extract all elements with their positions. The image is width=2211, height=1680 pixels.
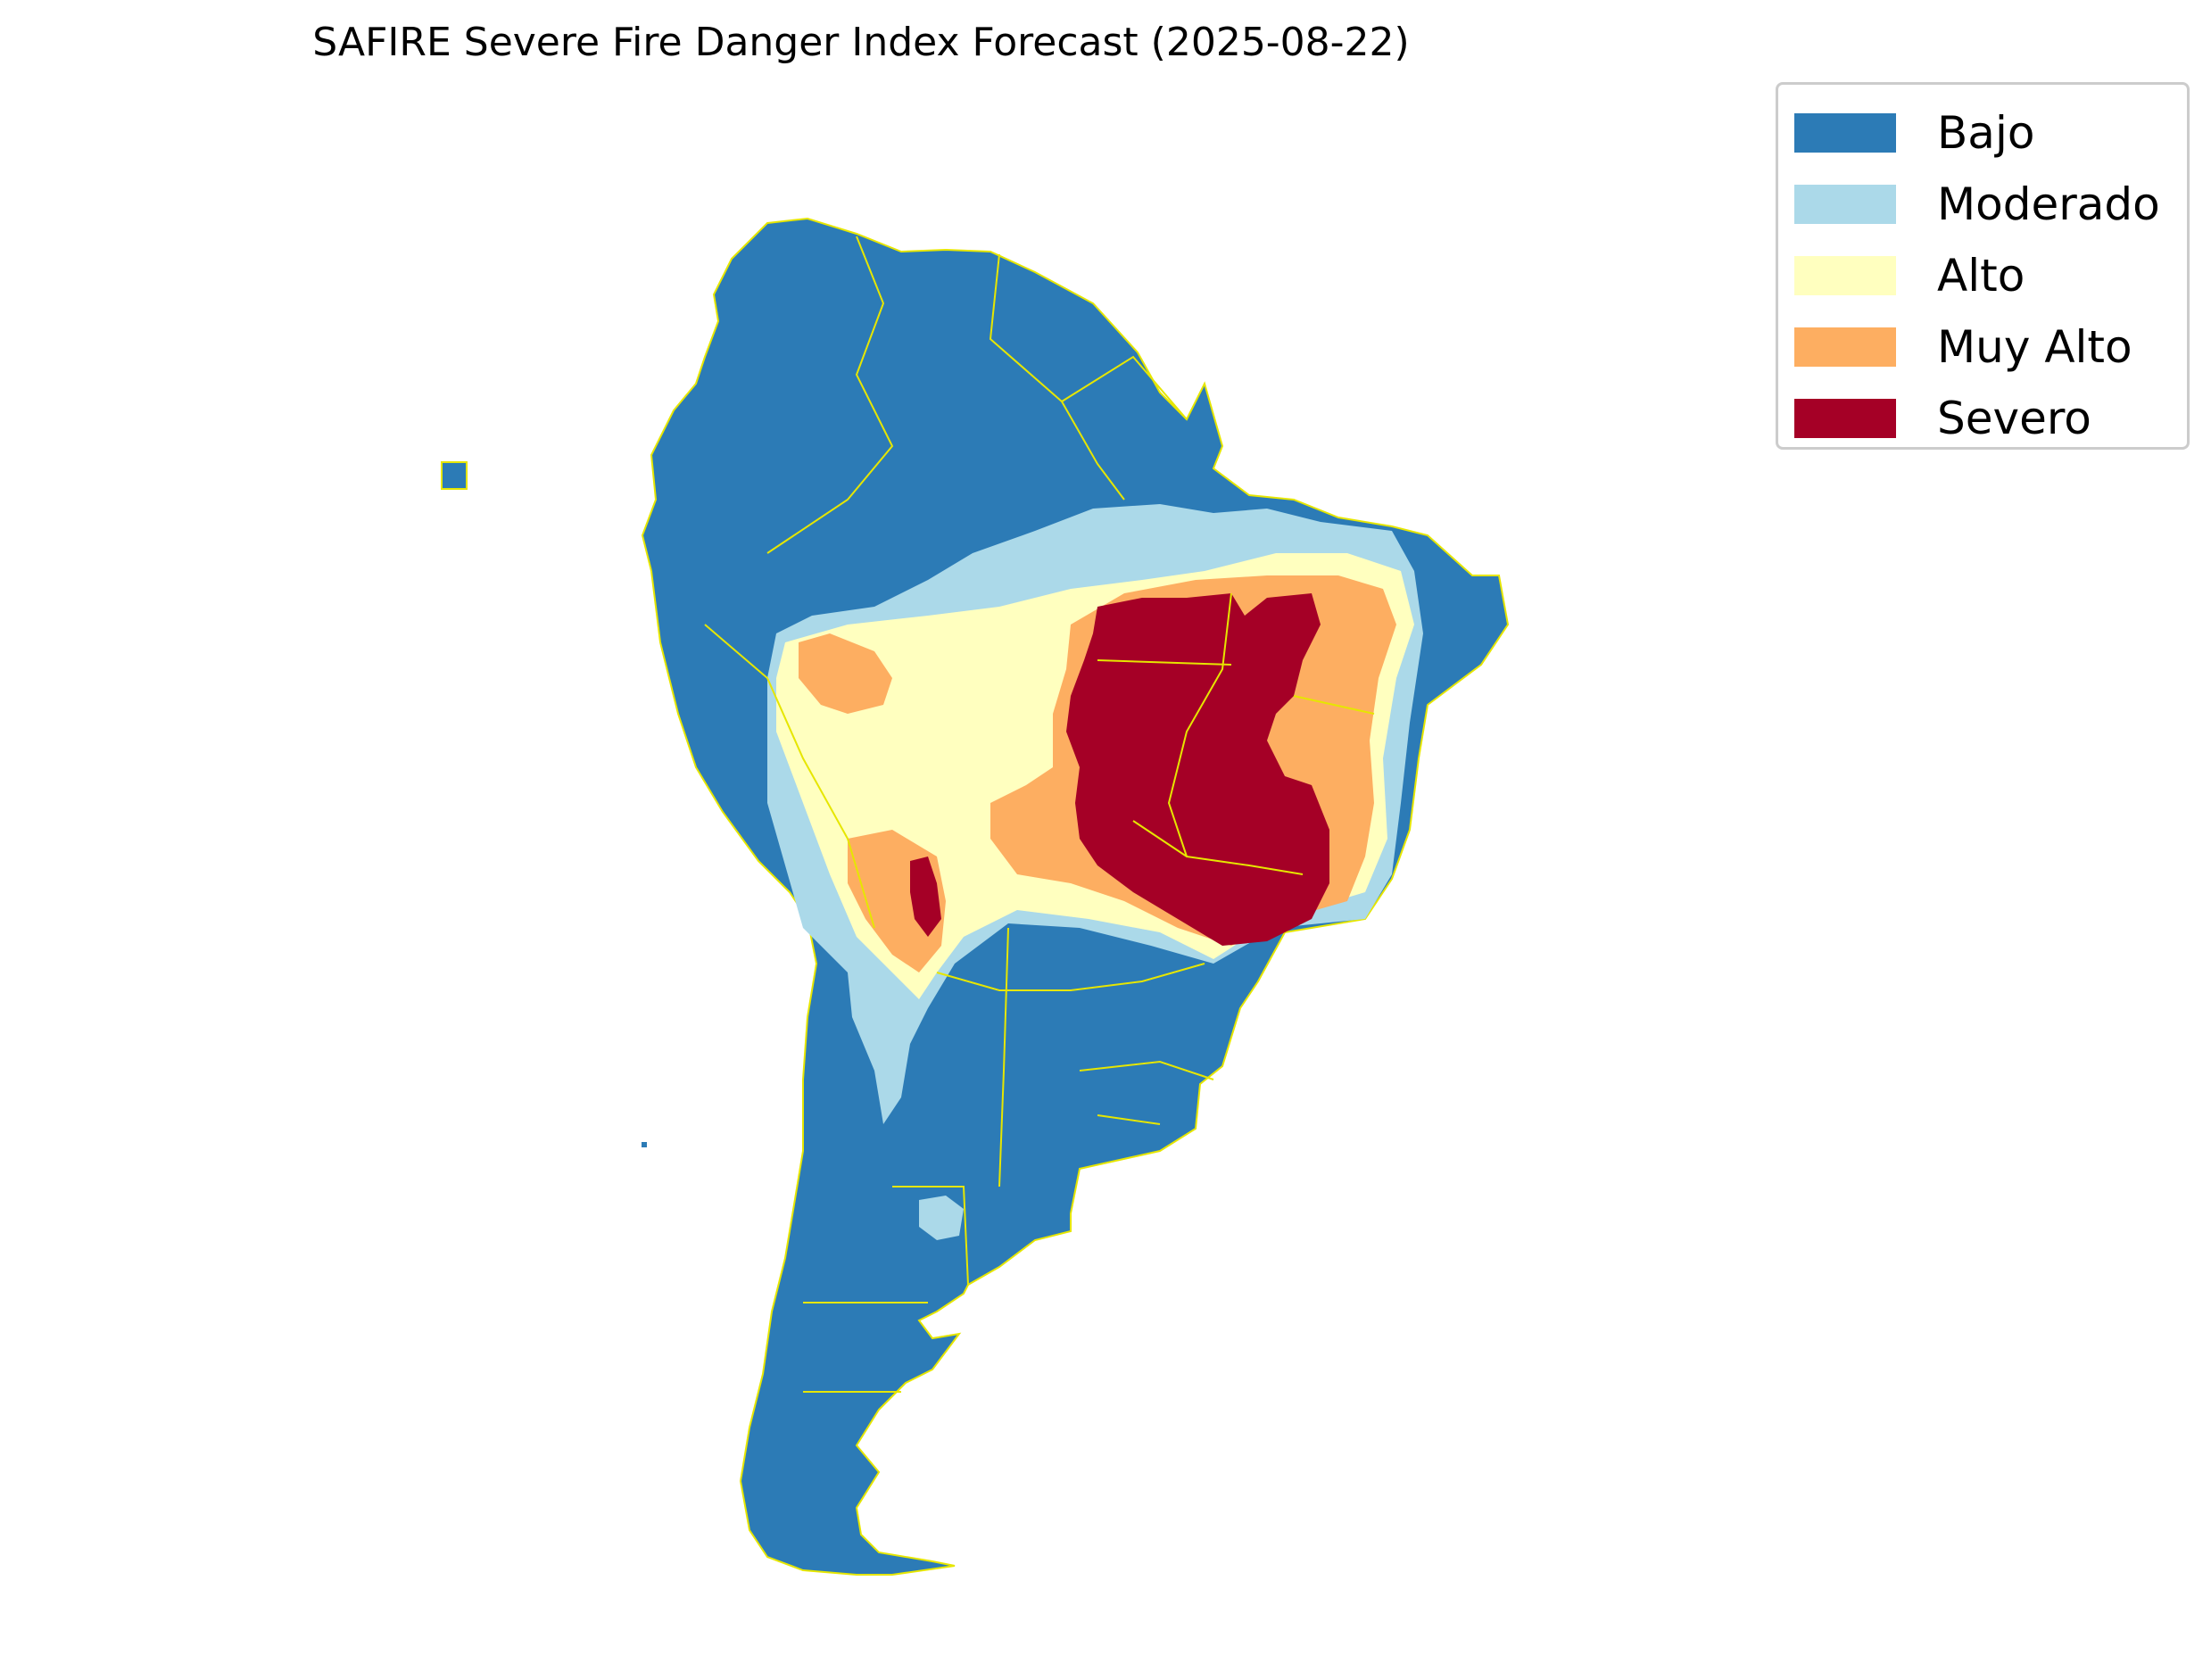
legend-label: Bajo bbox=[1937, 107, 2035, 159]
muy-alto-west-region bbox=[799, 633, 892, 714]
legend-label: Muy Alto bbox=[1937, 321, 2132, 373]
small-island bbox=[642, 1142, 647, 1147]
severo-west-region bbox=[910, 857, 941, 937]
legend-swatch bbox=[1794, 399, 1896, 438]
legend-swatch bbox=[1794, 256, 1896, 295]
legend-swatch bbox=[1794, 185, 1896, 224]
legend-swatch bbox=[1794, 113, 1896, 153]
legend-label: Severo bbox=[1937, 393, 2091, 444]
map-title: SAFIRE Severe Fire Danger Index Forecast… bbox=[312, 20, 1410, 65]
legend-item-severo: Severo bbox=[1794, 392, 2091, 445]
moderado-patagonia-region bbox=[919, 1196, 964, 1240]
legend-item-bajo: Bajo bbox=[1794, 106, 2034, 160]
legend-item-alto: Alto bbox=[1794, 249, 2025, 302]
legend-item-muy-alto: Muy Alto bbox=[1794, 320, 2132, 374]
legend: Bajo Moderado Alto Muy Alto Severo bbox=[1776, 82, 2190, 450]
legend-label: Alto bbox=[1937, 250, 2025, 302]
galapagos-islands bbox=[441, 461, 468, 490]
legend-item-moderado: Moderado bbox=[1794, 178, 2160, 231]
admin-borders bbox=[704, 236, 1375, 1393]
severo-core-region bbox=[1066, 593, 1329, 946]
legend-swatch bbox=[1794, 327, 1896, 367]
legend-label: Moderado bbox=[1937, 178, 2160, 230]
